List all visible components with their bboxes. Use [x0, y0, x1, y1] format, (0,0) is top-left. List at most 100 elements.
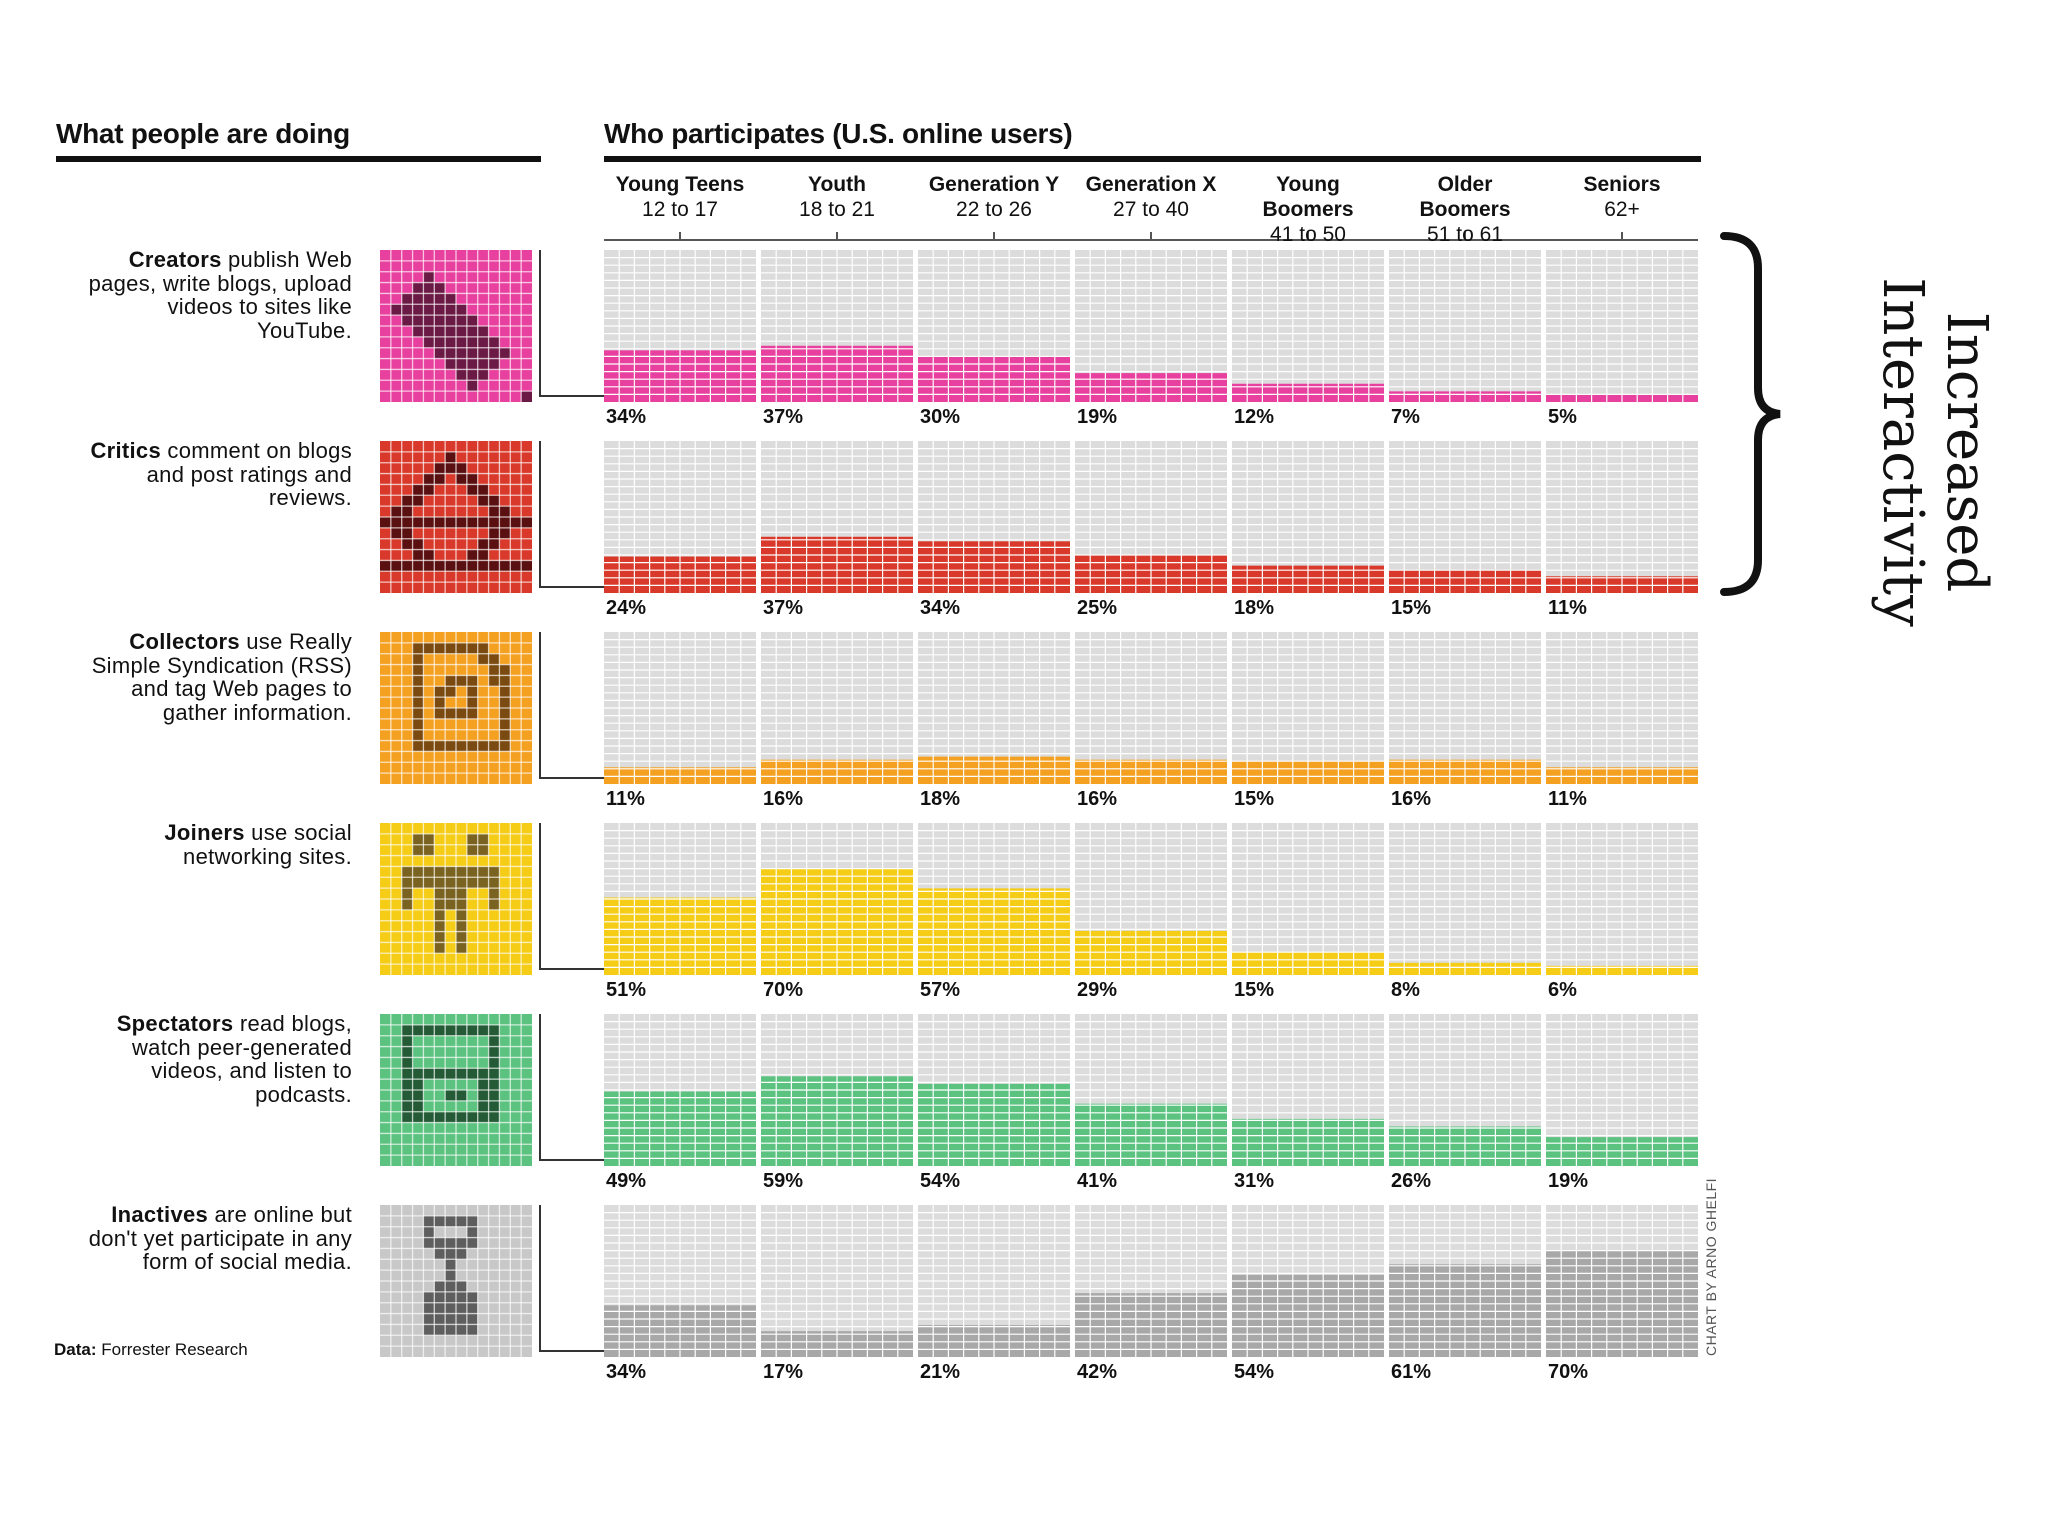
interactivity-brace: [1720, 232, 1781, 596]
bar-value-label: 57%: [920, 979, 961, 1001]
bar-value-label: 26%: [1391, 1170, 1432, 1192]
bar-value-label: 19%: [1077, 406, 1118, 428]
bar: [918, 1325, 1070, 1357]
bar-panel: [761, 823, 913, 975]
row-icon: [380, 1205, 532, 1357]
bar: [761, 868, 913, 975]
bar-panel: [918, 1014, 1070, 1166]
bar: [1546, 965, 1698, 975]
column-ages: 62+: [1604, 198, 1640, 221]
bar-panel: [1389, 441, 1541, 593]
right-header: Who participates (U.S. online users): [604, 118, 1073, 149]
bar-panel: [1389, 1205, 1541, 1357]
column-header: Seniors 62+: [1547, 172, 1697, 222]
bar-panel: [1546, 632, 1698, 784]
row-name: Spectators: [116, 1011, 234, 1036]
bar-panel: [1075, 823, 1227, 975]
bar-value-label: 31%: [1234, 1170, 1275, 1192]
column-name: Young Boomers: [1262, 173, 1354, 221]
bar-panel: [1232, 250, 1384, 402]
bar-panel: [761, 250, 913, 402]
bar-panel: [1075, 632, 1227, 784]
bar-panel: [1546, 441, 1698, 593]
bar: [1232, 383, 1384, 402]
bar-value-label: 51%: [606, 979, 647, 1001]
bar-panel: [604, 823, 756, 975]
row-description: Inactives are online but don't yet parti…: [82, 1203, 352, 1274]
column-header: Older Boomers 51 to 61: [1390, 172, 1540, 247]
bar-panel: [1075, 441, 1227, 593]
bar-panel: [604, 441, 756, 593]
row-name: Critics: [90, 438, 162, 463]
row-description: Joiners use social networking sites.: [82, 821, 352, 868]
bar-value-label: 16%: [1391, 788, 1432, 810]
bar-panel: [1389, 632, 1541, 784]
bar-value-label: 11%: [606, 788, 645, 810]
bar-value-label: 54%: [920, 1170, 961, 1192]
bar-value-label: 70%: [1548, 1361, 1589, 1383]
bar: [1389, 391, 1541, 402]
interactivity-annotation: Increased Interactivity: [1870, 242, 1999, 662]
bar-panel: [761, 632, 913, 784]
bar-value-label: 41%: [1077, 1170, 1118, 1192]
row-icon: [380, 250, 532, 402]
row-desc-text: read blogs, watch peer-generated videos,…: [131, 1011, 352, 1107]
bar: [604, 767, 756, 784]
bar: [1389, 1126, 1541, 1166]
bar: [918, 541, 1070, 593]
row-description: Critics comment on blogs and post rating…: [82, 439, 352, 510]
row-connector: [539, 1014, 616, 1161]
bar-panel: [918, 250, 1070, 402]
data-source-text: Forrester Research: [101, 1340, 248, 1359]
column-header: Young Teens 12 to 17: [605, 172, 755, 222]
column-header: Generation X 27 to 40: [1076, 172, 1226, 222]
bar-value-label: 15%: [1391, 597, 1432, 619]
bar-value-label: 59%: [763, 1170, 804, 1192]
bar: [604, 556, 756, 593]
bar: [1546, 394, 1698, 402]
bar: [1232, 1118, 1384, 1166]
bar: [1075, 1103, 1227, 1166]
bar-value-label: 6%: [1548, 979, 1577, 1001]
bar-value-label: 54%: [1234, 1361, 1275, 1383]
bar-value-label: 17%: [763, 1361, 804, 1383]
bar-value-label: 11%: [1548, 597, 1587, 619]
row-icon: [380, 823, 532, 975]
bar-value-label: 25%: [1077, 597, 1118, 619]
bar: [761, 1331, 913, 1357]
row-connector: [539, 441, 616, 588]
bar-panel: [1232, 1205, 1384, 1357]
bar-value-label: 49%: [606, 1170, 647, 1192]
bar: [1389, 962, 1541, 975]
bar-panel: [761, 441, 913, 593]
bar: [1232, 1274, 1384, 1357]
bar-panel: [1232, 441, 1384, 593]
bar-value-label: 29%: [1077, 979, 1118, 1001]
bar: [1389, 759, 1541, 784]
bar-panel: [1232, 632, 1384, 784]
left-header-rule: [56, 156, 541, 162]
row-description: Creators publish Web pages, write blogs,…: [82, 248, 352, 342]
bar: [604, 897, 756, 975]
bar-value-label: 37%: [763, 406, 804, 428]
bar: [1075, 759, 1227, 784]
bar: [761, 759, 913, 784]
column-ages: 41 to 50: [1270, 223, 1346, 246]
bar-panel: [1232, 1014, 1384, 1166]
row-name: Collectors: [129, 629, 240, 654]
bar-panel: [1546, 1014, 1698, 1166]
bar-panel: [761, 1205, 913, 1357]
bar: [1232, 565, 1384, 593]
row-icon: [380, 632, 532, 784]
bar: [1075, 930, 1227, 975]
row-connector: [539, 1205, 616, 1352]
column-name: Older Boomers: [1419, 173, 1511, 221]
row-description: Collectors use Really Simple Syndication…: [82, 630, 352, 724]
bar-panel: [1075, 250, 1227, 402]
bar-panel: [604, 250, 756, 402]
bar: [604, 1091, 756, 1166]
row-name: Creators: [128, 247, 222, 272]
bar-value-label: 7%: [1391, 406, 1420, 428]
bar-panel: [1232, 823, 1384, 975]
bar: [1389, 570, 1541, 593]
